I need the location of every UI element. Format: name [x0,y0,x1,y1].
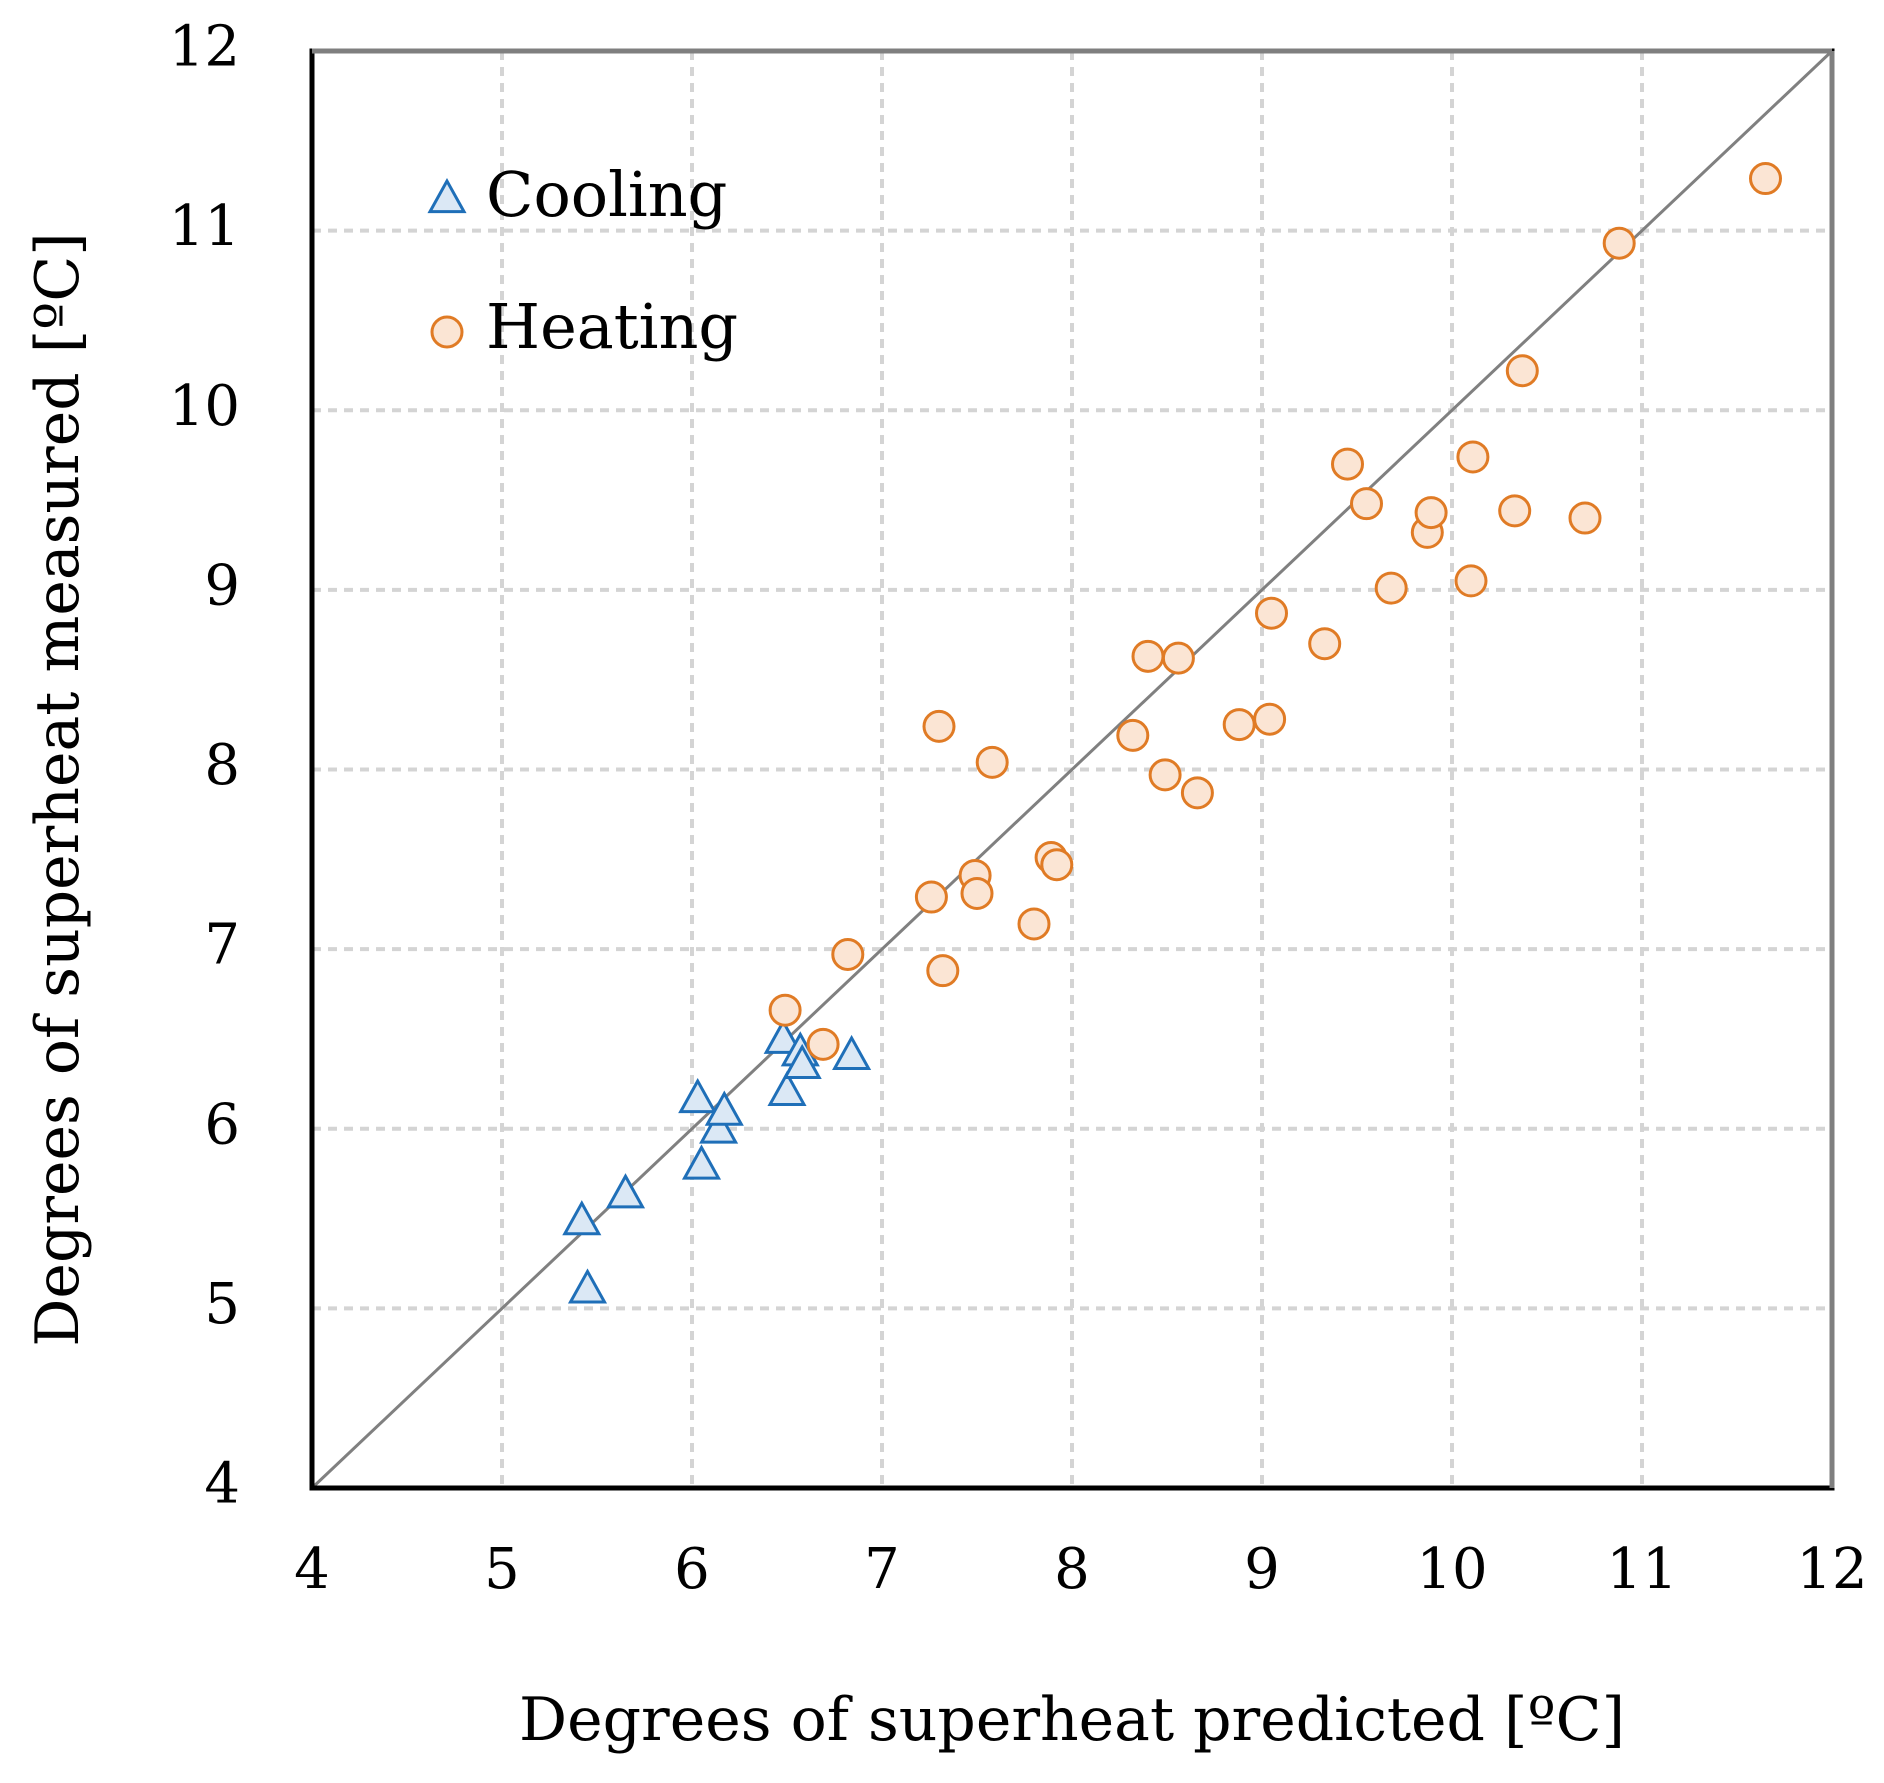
y-tick-label-4: 4 [204,1452,240,1517]
x-tick-label-8: 8 [1054,1537,1090,1602]
heating-point-15 [1148,758,1182,792]
heating-point-14 [1131,639,1165,673]
heating-point-30 [1505,354,1539,388]
heating-point-20 [1255,596,1288,630]
heating-point-28 [1456,440,1490,474]
heating-point-24 [1374,571,1408,605]
heating-point-21 [1308,627,1342,661]
x-tick-label-6: 6 [674,1537,710,1602]
x-tick-label-7: 7 [864,1537,900,1602]
heating-point-1 [768,993,802,1027]
y-tick-label-7: 7 [204,913,240,978]
cooling-point-9 [767,1070,807,1106]
legend-label-heating: Heating [486,290,738,363]
legend-marker-heating [430,315,464,349]
heating-point-32 [1602,226,1636,260]
y-tick-label-9: 9 [204,553,240,618]
x-tick-label-4: 4 [294,1537,330,1602]
heating-point-33 [1749,162,1782,196]
series-cooling [562,1018,872,1304]
heating-point-18 [1222,708,1256,742]
legend-marker-cooling [427,177,467,214]
heating-point-8 [960,876,994,910]
x-tick-label-9: 9 [1244,1537,1280,1602]
data-points [562,162,1782,1304]
heating-point-27 [1454,564,1488,598]
heating-point-17 [1180,776,1214,810]
y-axis-ticks: 4 5 6 7 8 9 10 11 12 [169,15,240,1517]
legend-label-cooling: Cooling [486,158,727,231]
cooling-point-2 [567,1268,608,1304]
heating-point-10 [1017,907,1051,941]
cooling-point-1 [562,1200,602,1236]
heating-point-26 [1414,496,1448,530]
y-tick-label-5: 5 [204,1272,240,1337]
cooling-point-3 [605,1173,646,1209]
heating-point-13 [1116,718,1150,752]
heating-point-9 [975,745,1009,779]
heating-point-4 [914,880,948,914]
cooling-point-6 [699,1108,739,1144]
x-tick-label-11: 11 [1606,1537,1677,1602]
series-heating [768,162,1782,1061]
y-tick-label-6: 6 [204,1092,240,1157]
cooling-point-7 [704,1090,744,1126]
x-tick-label-12: 12 [1796,1537,1867,1602]
heating-point-31 [1568,501,1602,535]
x-axis-ticks: 4 5 6 7 8 9 10 11 12 [294,1537,1867,1602]
x-tick-label-10: 10 [1416,1537,1487,1602]
cooling-point-5 [681,1144,722,1180]
heating-point-23 [1350,487,1383,521]
heating-point-3 [831,938,865,972]
heating-point-5 [922,709,956,743]
cooling-point-12 [832,1034,872,1071]
reference-line-y-equals-x [310,49,1834,1490]
y-axis-title: Degrees of superheat measured [ºC] [23,232,93,1346]
heating-point-19 [1253,702,1287,736]
cooling-point-8 [763,1018,803,1054]
legend-marker-shape [430,315,464,349]
legend-marker-shape [427,177,467,214]
cooling-point-4 [678,1077,718,1114]
y-tick-label-8: 8 [204,733,240,798]
x-tick-label-5: 5 [484,1537,520,1602]
x-axis-title: Degrees of superheat predicted [ºC] [519,1685,1625,1755]
heating-point-22 [1331,447,1364,481]
heating-point-6 [926,954,960,988]
cooling-point-11 [782,1043,822,1080]
heating-point-12 [1040,848,1074,882]
y-tick-label-11: 11 [169,194,240,259]
heating-point-16 [1161,641,1195,675]
y-tick-label-12: 12 [169,15,240,80]
legend: Cooling Heating [427,158,738,363]
y-tick-label-10: 10 [169,374,240,439]
heating-point-29 [1498,494,1532,528]
heating-point-2 [806,1027,840,1061]
